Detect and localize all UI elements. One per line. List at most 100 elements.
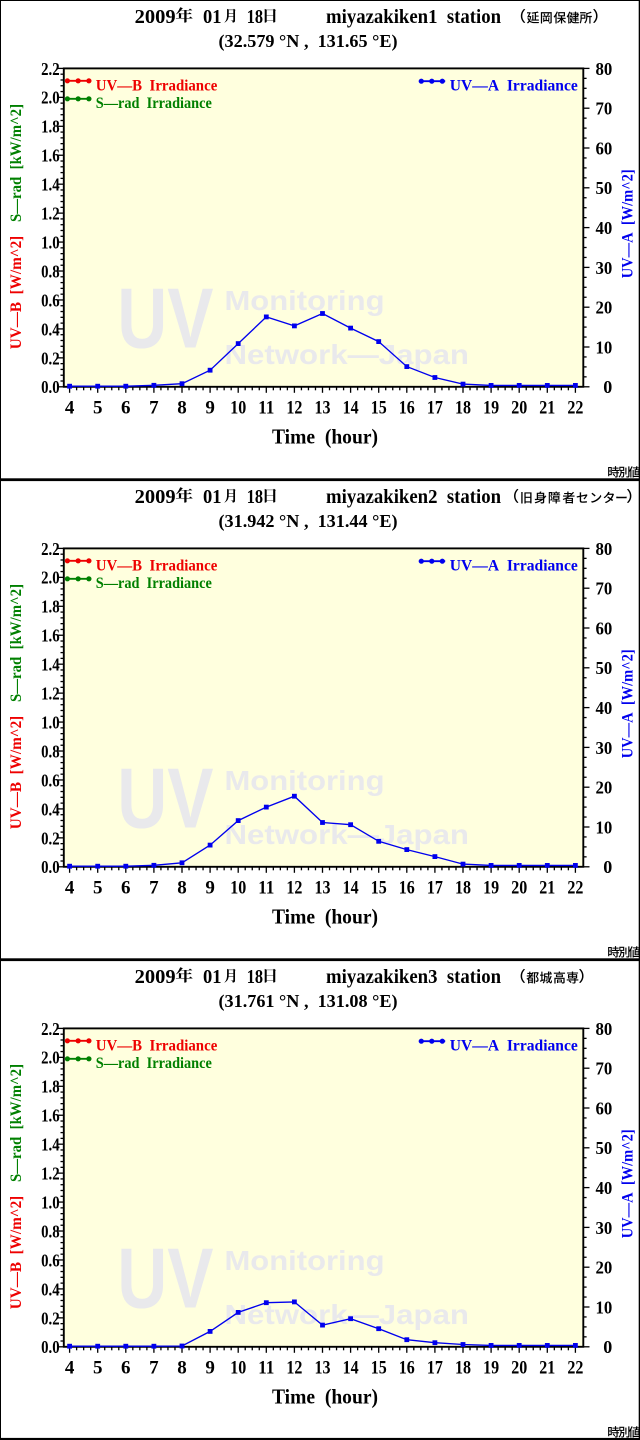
svg-text:30: 30 [596,258,613,278]
svg-text:1.8: 1.8 [41,117,60,137]
svg-text:Monitoring: Monitoring [225,1245,385,1276]
svg-text:1.4: 1.4 [41,175,60,195]
svg-text:Monitoring: Monitoring [225,285,385,316]
svg-text:10: 10 [596,337,613,357]
svg-text:5: 5 [93,1357,103,1378]
svg-text:S—rad [kW/m^2]: S—rad [kW/m^2] [8,1064,25,1182]
svg-text:(31.942 °N , 131.44 °E): (31.942 °N , 131.44 °E) [219,511,398,531]
svg-text:19: 19 [483,1357,499,1378]
svg-text:16: 16 [399,397,415,418]
svg-text:1.0: 1.0 [41,712,60,732]
svg-text:17: 17 [427,397,443,418]
svg-text:miyazakiken1 station: miyazakiken1 station [326,6,501,28]
svg-text:70: 70 [596,1059,613,1079]
svg-text:Network—Japan: Network—Japan [225,339,470,370]
svg-text:7: 7 [149,877,159,898]
svg-text:UV—A [W/m^2]: UV—A [W/m^2] [619,649,636,758]
svg-text:01: 01 [203,486,222,508]
svg-text:40: 40 [596,1178,613,1198]
svg-text:15: 15 [371,1357,387,1378]
svg-text:2009: 2009 [135,486,176,508]
svg-text:50: 50 [596,1138,613,1158]
svg-text:UV—B Irradiance: UV—B Irradiance [96,557,218,574]
svg-text:1.2: 1.2 [41,1164,60,1184]
svg-text:19: 19 [483,877,499,898]
svg-text:2.2: 2.2 [41,539,60,559]
svg-text:30: 30 [596,1218,613,1238]
svg-text:13: 13 [315,877,331,898]
svg-text:15: 15 [371,877,387,898]
svg-text:2009: 2009 [135,6,176,28]
svg-text:6: 6 [121,397,131,418]
svg-text:50: 50 [596,658,613,678]
svg-text:16: 16 [399,877,415,898]
svg-text:12: 12 [286,397,302,418]
svg-text:1.2: 1.2 [41,684,60,704]
svg-text:S—rad [kW/m^2]: S—rad [kW/m^2] [8,104,25,222]
svg-text:0.4: 0.4 [41,319,60,339]
svg-text:Time (hour): Time (hour) [272,904,378,928]
svg-text:S—rad Irradiance: S—rad Irradiance [96,575,212,592]
svg-text:20: 20 [511,397,527,418]
svg-text:0.6: 0.6 [41,770,60,790]
svg-text:UV—B Irradiance: UV—B Irradiance [96,77,218,94]
svg-text:0.4: 0.4 [41,799,60,819]
svg-text:2.2: 2.2 [41,1019,60,1039]
svg-text:(32.579 °N , 131.65 °E): (32.579 °N , 131.65 °E) [219,31,398,51]
svg-text:11: 11 [258,397,274,418]
svg-text:0.2: 0.2 [41,348,60,368]
svg-text:16: 16 [399,1357,415,1378]
svg-text:40: 40 [596,218,613,238]
svg-text:01: 01 [203,966,222,988]
svg-text:1.8: 1.8 [41,597,60,617]
svg-text:Time (hour): Time (hour) [272,424,378,448]
svg-text:10: 10 [230,877,246,898]
svg-text:5: 5 [93,397,103,418]
svg-text:80: 80 [596,539,613,559]
svg-text:UV—A [W/m^2]: UV—A [W/m^2] [619,1129,636,1238]
svg-text:0.2: 0.2 [41,1308,60,1328]
svg-text:22: 22 [567,877,583,898]
svg-text:UV—A [W/m^2]: UV—A [W/m^2] [619,169,636,278]
svg-text:1.0: 1.0 [41,1192,60,1212]
svg-text:12: 12 [286,1357,302,1378]
svg-text:0.0: 0.0 [41,1337,60,1357]
svg-text:60: 60 [596,1098,613,1118]
svg-text:1.8: 1.8 [41,1077,60,1097]
svg-text:0.6: 0.6 [41,290,60,310]
svg-text:UV—B [W/m^2]: UV—B [W/m^2] [8,236,25,350]
svg-text:14: 14 [343,877,359,898]
svg-text:0: 0 [603,1337,612,1357]
svg-text:Monitoring: Monitoring [225,765,385,796]
svg-text:14: 14 [343,1357,359,1378]
svg-text:18: 18 [247,966,263,988]
svg-text:8: 8 [177,877,187,898]
svg-text:S—rad Irradiance: S—rad Irradiance [96,95,212,112]
svg-text:70: 70 [596,579,613,599]
svg-text:9: 9 [205,1357,215,1378]
svg-text:18: 18 [455,397,471,418]
svg-text:0.4: 0.4 [41,1279,60,1299]
svg-text:0: 0 [603,857,612,877]
svg-text:6: 6 [121,877,131,898]
svg-text:20: 20 [511,1357,527,1378]
svg-text:18: 18 [455,877,471,898]
svg-text:0: 0 [603,377,612,397]
svg-text:21: 21 [539,877,555,898]
svg-text:0.8: 0.8 [41,261,60,281]
svg-text:4: 4 [65,877,75,898]
svg-text:12: 12 [286,877,302,898]
svg-text:6: 6 [121,1357,131,1378]
svg-text:21: 21 [539,397,555,418]
svg-text:21: 21 [539,1357,555,1378]
svg-text:UV—B [W/m^2]: UV—B [W/m^2] [8,716,25,830]
svg-text:8: 8 [177,397,187,418]
svg-text:UV—A Irradiance: UV—A Irradiance [450,558,578,575]
svg-text:01: 01 [203,6,222,28]
svg-text:1.0: 1.0 [41,232,60,252]
svg-text:11: 11 [258,877,274,898]
svg-text:2.0: 2.0 [41,568,60,588]
svg-text:22: 22 [567,397,583,418]
svg-text:(31.761 °N , 131.08 °E): (31.761 °N , 131.08 °E) [219,991,398,1011]
svg-text:1.6: 1.6 [41,146,60,166]
